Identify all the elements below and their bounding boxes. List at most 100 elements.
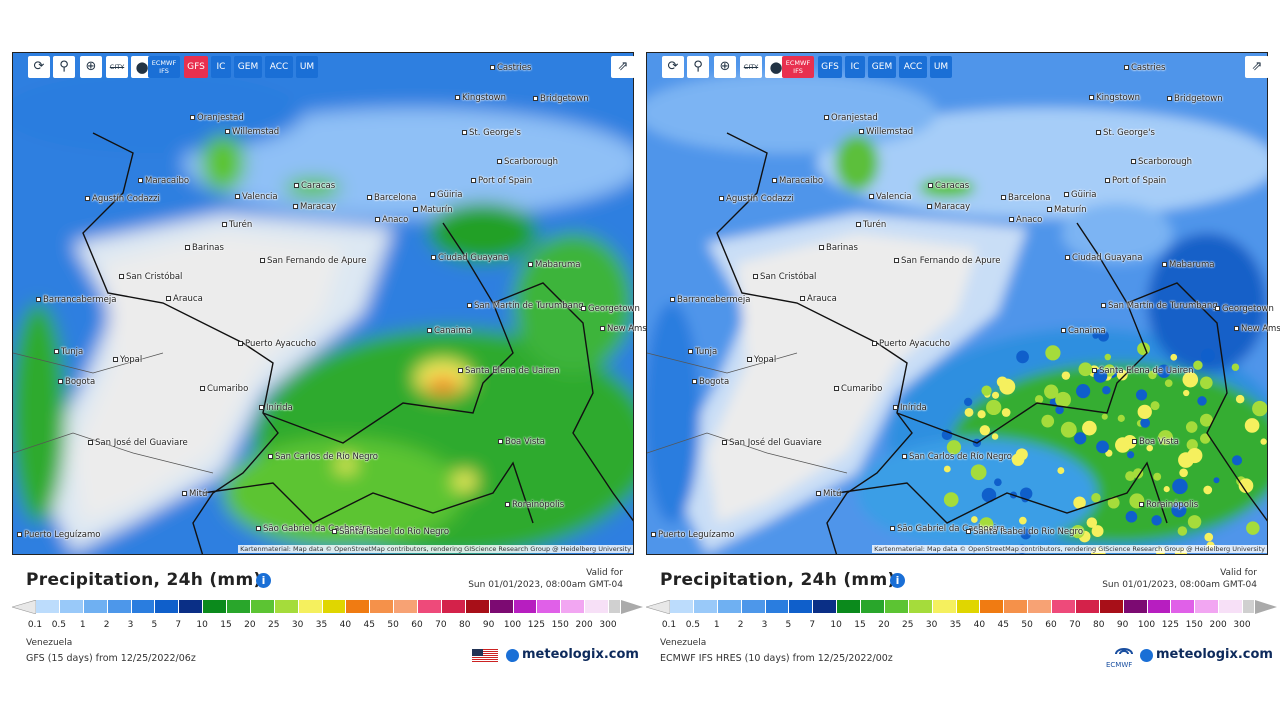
scale-label: 1: [79, 620, 86, 630]
model-button[interactable]: ACC: [899, 56, 927, 78]
model-run: ECMWF IFS HRES (10 days) from 12/25/2022…: [660, 653, 893, 664]
toolbar: ⟳ ⚲ ⊕ CITY ● ECMWF IFS GFS IC GEM ACC UM ⇗: [12, 52, 635, 82]
city-label: Ciudad Guayana: [1065, 253, 1142, 263]
attribution: Kartenmaterial: Map data © OpenStreetMap…: [872, 545, 1267, 553]
scale-label: 150: [551, 620, 569, 630]
scale-label: 45: [997, 620, 1009, 630]
scale-label: 25: [902, 620, 914, 630]
scale-box: [908, 600, 933, 613]
scale-arrow: [646, 600, 670, 614]
city-label: Maracay: [927, 202, 970, 212]
city-label: Scarborough: [497, 157, 558, 167]
city-label: São Gabriel da Cachoeira: [256, 524, 371, 534]
brand[interactable]: meteologix.com: [1156, 647, 1273, 662]
scale-label: 90: [482, 620, 495, 630]
valid-label: Valid for: [586, 568, 623, 578]
scale-box: [1075, 600, 1100, 613]
model-button[interactable]: ECMWF IFS: [148, 56, 180, 78]
tool-icon[interactable]: ⊕: [80, 56, 102, 78]
scale-box: [670, 600, 694, 613]
tool-icon[interactable]: ●: [765, 56, 787, 78]
scale-label: 5: [151, 620, 158, 630]
city-label: Mabaruma: [1162, 260, 1215, 270]
scale-box: [789, 600, 814, 613]
model-button[interactable]: GFS: [184, 56, 208, 78]
city-label: San Carlos de Río Negro: [902, 452, 1012, 462]
city-label: San Cristóbal: [753, 272, 816, 282]
tool-icon[interactable]: ⟳: [662, 56, 684, 78]
model-button[interactable]: GEM: [868, 56, 896, 78]
scale-label: 7: [809, 620, 816, 630]
scale-label: 20: [244, 620, 256, 630]
model-button[interactable]: CITY: [740, 56, 762, 78]
scale-label: 50: [387, 620, 399, 630]
scale-label: 40: [973, 620, 986, 630]
scale-box: [489, 600, 514, 613]
model-button[interactable]: UM: [296, 56, 318, 78]
city-label: New Amsterdam: [600, 324, 678, 334]
info-icon[interactable]: i: [890, 573, 905, 588]
scale-box: [980, 600, 1005, 613]
city-label: Santa Isabel do Rio Negro: [332, 527, 449, 537]
city-label: Barrancabermeja: [670, 295, 750, 305]
region: Venezuela: [26, 638, 73, 648]
city-label: Santa Isabel do Rio Negro: [966, 527, 1083, 537]
city-label: Kingstown: [455, 93, 506, 103]
scale-box: [1219, 600, 1243, 613]
scale-box: [179, 600, 204, 613]
brand[interactable]: meteologix.com: [522, 647, 639, 662]
model-button[interactable]: ECMWF IFS: [782, 56, 814, 78]
city-label: Canaima: [1061, 326, 1106, 336]
model-button[interactable]: GEM: [234, 56, 262, 78]
city-label: Georgetown: [581, 304, 640, 314]
model-button[interactable]: ACC: [265, 56, 293, 78]
city-label: Rorainópolis: [505, 500, 564, 510]
tool-icon[interactable]: ⟳: [28, 56, 50, 78]
scale-label: 50: [1021, 620, 1033, 630]
model-button[interactable]: IC: [845, 56, 865, 78]
scale-box: [418, 600, 442, 613]
scale-box: [717, 600, 742, 613]
tool-icon[interactable]: ●: [131, 56, 153, 78]
city-label: Boa Vista: [498, 437, 545, 447]
share-button[interactable]: ⇗: [1245, 56, 1269, 78]
scale-label: 5: [785, 620, 792, 630]
model-button[interactable]: IC: [211, 56, 231, 78]
scale-box: [227, 600, 251, 613]
tool-icon[interactable]: ⚲: [53, 56, 75, 78]
valid-time: Sun 01/01/2023, 08:00am GMT-04: [468, 580, 623, 590]
model-button[interactable]: CITY: [106, 56, 128, 78]
city-label: Santa Elena de Uairen: [1092, 366, 1194, 376]
model-button[interactable]: GFS: [818, 56, 842, 78]
scale-box: [346, 600, 371, 613]
model-run: GFS (15 days) from 12/25/2022/06z: [26, 653, 196, 664]
city-label: San Cristóbal: [119, 272, 182, 282]
scale-label: 10: [830, 620, 842, 630]
city-label: Tunja: [54, 347, 83, 357]
scale-label: 300: [599, 620, 617, 630]
scale-box: [693, 600, 718, 613]
city-label: Castries: [1124, 63, 1165, 73]
share-button[interactable]: ⇗: [611, 56, 635, 78]
city-label: Caracas: [928, 181, 969, 191]
city-label: Turén: [222, 220, 252, 230]
scale-box: [861, 600, 885, 613]
scale-label: 0.1: [27, 620, 43, 630]
city-label: Rorainópolis: [1139, 500, 1198, 510]
city-label: Port of Spain: [1105, 176, 1166, 186]
scale-label: 15: [220, 620, 232, 630]
city-label: Puerto Ayacucho: [872, 339, 950, 349]
valid-label: Valid for: [1220, 568, 1257, 578]
info-icon[interactable]: i: [256, 573, 271, 588]
city-label: Bridgetown: [1167, 94, 1223, 104]
scale-label: 3: [761, 620, 768, 630]
scale-label: 150: [1185, 620, 1203, 630]
model-button[interactable]: UM: [930, 56, 952, 78]
city-label: Arauca: [800, 294, 837, 304]
tool-icon[interactable]: ⚲: [687, 56, 709, 78]
city-label: Turén: [856, 220, 886, 230]
tool-icon[interactable]: ⊕: [714, 56, 736, 78]
city-label: Agustín Codazzi: [85, 194, 160, 204]
scale-label: 35: [949, 620, 962, 630]
flag: [472, 649, 498, 662]
